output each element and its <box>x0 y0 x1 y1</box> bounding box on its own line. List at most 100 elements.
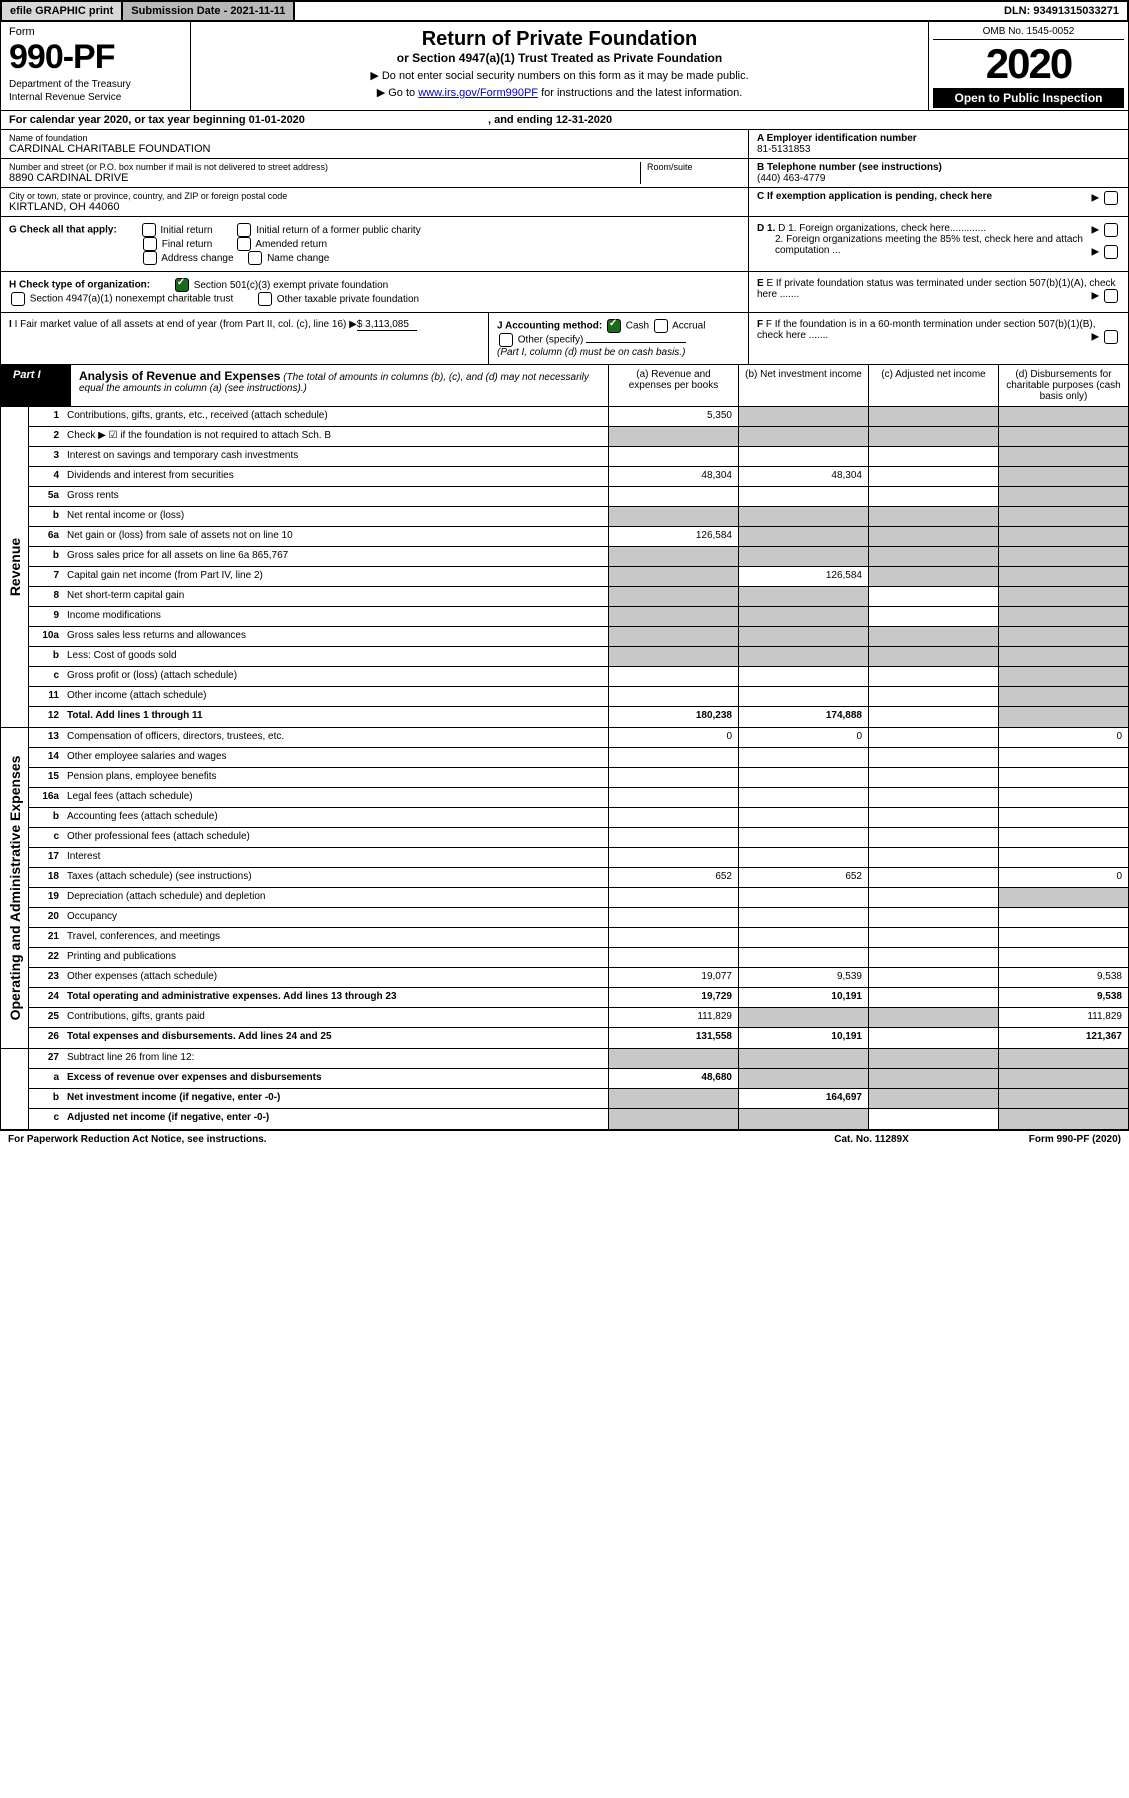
row-desc: Travel, conferences, and meetings <box>63 928 608 947</box>
d1-checkbox[interactable] <box>1104 223 1118 237</box>
f-cell: F F If the foundation is in a 60-month t… <box>748 313 1128 364</box>
cell-c <box>868 707 998 727</box>
d2-checkbox[interactable] <box>1104 245 1118 259</box>
expenses-side-label: Operating and Administrative Expenses <box>1 728 29 1048</box>
row-num: 6a <box>29 527 63 546</box>
table-row-r21: 21Travel, conferences, and meetings <box>29 928 1128 948</box>
cell-b <box>738 627 868 646</box>
omb-number: OMB No. 1545-0052 <box>933 24 1124 40</box>
g-initial-public-checkbox[interactable] <box>237 223 251 237</box>
cell-a <box>608 948 738 967</box>
row-desc: Other expenses (attach schedule) <box>63 968 608 987</box>
cell-a <box>608 607 738 626</box>
f-checkbox[interactable] <box>1104 330 1118 344</box>
cell-b: 10,191 <box>738 1028 868 1048</box>
cell-d <box>998 627 1128 646</box>
irs-link[interactable]: www.irs.gov/Form990PF <box>418 87 538 99</box>
row-num: b <box>29 647 63 666</box>
c-checkbox[interactable] <box>1104 191 1118 205</box>
e-checkbox[interactable] <box>1104 289 1118 303</box>
cell-a: 180,238 <box>608 707 738 727</box>
efile-print-button[interactable]: efile GRAPHIC print <box>2 2 123 20</box>
foundation-name-cell: Name of foundation CARDINAL CHARITABLE F… <box>1 130 748 159</box>
col-c-header: (c) Adjusted net income <box>868 365 998 406</box>
dln-label: DLN: 93491315033271 <box>996 2 1127 20</box>
cell-d <box>998 487 1128 506</box>
cell-a <box>608 447 738 466</box>
g-address-checkbox[interactable] <box>143 251 157 265</box>
cell-d <box>998 667 1128 686</box>
col-a-header: (a) Revenue and expenses per books <box>608 365 738 406</box>
g-final-checkbox[interactable] <box>143 237 157 251</box>
info-right: A Employer identification number 81-5131… <box>748 130 1128 216</box>
row-desc: Pension plans, employee benefits <box>63 768 608 787</box>
g-amended-checkbox[interactable] <box>237 237 251 251</box>
cell-a <box>608 788 738 807</box>
revenue-table: Revenue 1Contributions, gifts, grants, e… <box>0 407 1129 728</box>
table-row-r22: 22Printing and publications <box>29 948 1128 968</box>
j-cash-checkbox[interactable] <box>607 319 621 333</box>
row-desc: Gross sales price for all assets on line… <box>63 547 608 566</box>
g-name-checkbox[interactable] <box>248 251 262 265</box>
cell-a <box>608 768 738 787</box>
row-desc: Other professional fees (attach schedule… <box>63 828 608 847</box>
g-opt-0: Initial return <box>160 225 212 236</box>
i-value: $ 3,113,085 <box>357 319 417 331</box>
j-other-input[interactable] <box>586 342 686 343</box>
row-desc: Capital gain net income (from Part IV, l… <box>63 567 608 586</box>
j-accrual: Accrual <box>672 321 705 332</box>
table-row-r10a: 10aGross sales less returns and allowanc… <box>29 627 1128 647</box>
cell-a <box>608 487 738 506</box>
table-row-r25: 25Contributions, gifts, grants paid111,8… <box>29 1008 1128 1028</box>
cell-d <box>998 527 1128 546</box>
cell-d <box>998 547 1128 566</box>
row-desc: Other employee salaries and wages <box>63 748 608 767</box>
cell-d <box>998 828 1128 847</box>
row-desc: Legal fees (attach schedule) <box>63 788 608 807</box>
table-row-r19: 19Depreciation (attach schedule) and dep… <box>29 888 1128 908</box>
cell-b: 48,304 <box>738 467 868 486</box>
j-other-checkbox[interactable] <box>499 333 513 347</box>
table-row-r12: 12Total. Add lines 1 through 11180,23817… <box>29 707 1128 727</box>
row-desc: Printing and publications <box>63 948 608 967</box>
cell-c <box>868 487 998 506</box>
h-501c3-checkbox[interactable] <box>175 278 189 292</box>
cell-c <box>868 888 998 907</box>
cell-d <box>998 1069 1128 1088</box>
g-initial-checkbox[interactable] <box>142 223 156 237</box>
form-title: Return of Private Foundation <box>201 28 918 51</box>
row-desc: Accounting fees (attach schedule) <box>63 808 608 827</box>
expenses-rows: 13Compensation of officers, directors, t… <box>29 728 1128 1048</box>
cell-b <box>738 908 868 927</box>
cell-a <box>608 908 738 927</box>
table-row-r5a: 5aGross rents <box>29 487 1128 507</box>
header-right: OMB No. 1545-0052 2020 Open to Public In… <box>928 22 1128 110</box>
row-desc: Gross profit or (loss) (attach schedule) <box>63 667 608 686</box>
h-other-checkbox[interactable] <box>258 292 272 306</box>
row-desc: Income modifications <box>63 607 608 626</box>
cell-c <box>868 447 998 466</box>
foundation-info: Name of foundation CARDINAL CHARITABLE F… <box>0 130 1129 217</box>
row-num: 19 <box>29 888 63 907</box>
cell-d: 121,367 <box>998 1028 1128 1048</box>
cell-d <box>998 948 1128 967</box>
cell-b <box>738 1109 868 1129</box>
table-row-r26: 26Total expenses and disbursements. Add … <box>29 1028 1128 1048</box>
phone-cell: B Telephone number (see instructions) (4… <box>749 159 1128 188</box>
row-num: 2 <box>29 427 63 446</box>
row-desc: Net gain or (loss) from sale of assets n… <box>63 527 608 546</box>
cell-c <box>868 567 998 586</box>
i-cell: I I Fair market value of all assets at e… <box>1 313 488 364</box>
row-num: b <box>29 507 63 526</box>
h-4947-checkbox[interactable] <box>11 292 25 306</box>
cell-d: 9,538 <box>998 988 1128 1007</box>
row-desc: Interest on savings and temporary cash i… <box>63 447 608 466</box>
cell-d <box>998 1109 1128 1129</box>
cell-c <box>868 547 998 566</box>
cell-b <box>738 808 868 827</box>
cell-c <box>868 407 998 426</box>
cell-c <box>868 1089 998 1108</box>
cell-d <box>998 427 1128 446</box>
j-accrual-checkbox[interactable] <box>654 319 668 333</box>
c-label: C If exemption application is pending, c… <box>757 191 992 202</box>
